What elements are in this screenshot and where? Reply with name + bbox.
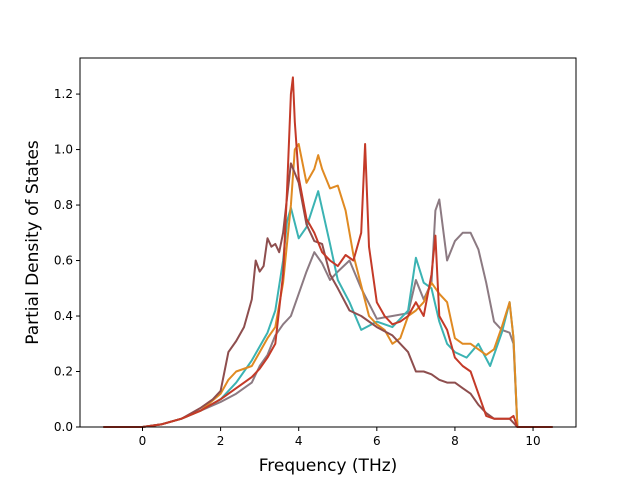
y-tick-label: 1.0 [54,143,73,157]
series-line-2 [103,190,553,428]
series-line-5 [103,76,553,428]
y-tick-label: 0.6 [54,254,73,268]
y-axis-title: Partial Density of States [23,140,43,345]
y-tick-label: 0.8 [54,198,73,212]
x-tick-label: 6 [373,434,381,448]
x-tick-label: 8 [451,434,459,448]
x-axis-ticks: 0 2 4 6 8 10 [139,427,541,448]
x-tick-label: 2 [217,434,225,448]
series-line-4 [103,162,553,428]
y-axis-ticks: 0.0 0.2 0.4 0.6 0.8 1.0 1.2 [54,87,80,434]
y-tick-label: 0.4 [54,309,73,323]
x-tick-label: 10 [525,434,540,448]
series-layer [103,76,553,428]
x-tick-label: 0 [139,434,147,448]
x-axis-title: Frequency (THz) [259,456,398,476]
plot-frame [79,57,577,428]
x-tick-label: 4 [295,434,303,448]
y-tick-label: 0.2 [54,365,73,379]
y-tick-label: 1.2 [54,87,73,101]
series-line-3 [103,143,553,428]
y-tick-label: 0.0 [54,420,73,434]
